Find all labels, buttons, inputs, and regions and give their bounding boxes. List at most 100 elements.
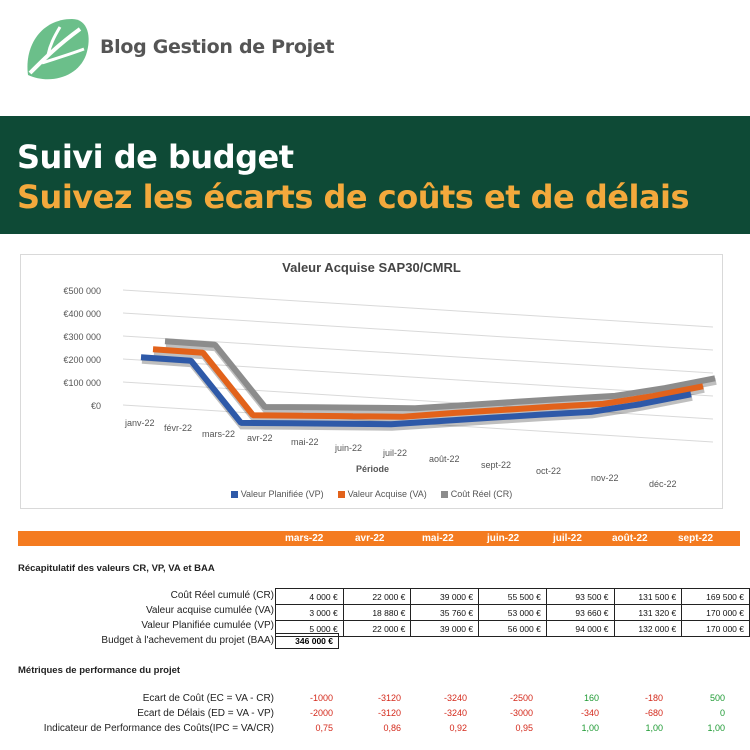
metric-label-ed: Ecart de Délais (ED = VA - VP): [137, 708, 274, 719]
earned-value-chart: Valeur Acquise SAP30/CMRL €500 000 €400 …: [20, 254, 723, 509]
metric-value[interactable]: -3240: [443, 693, 467, 703]
leaf-logo-icon: [27, 19, 89, 80]
month-header: mai-22: [422, 533, 454, 544]
page-subtitle: Suivez les écarts de coûts et de délais: [17, 178, 690, 216]
metric-label-ec: Ecart de Coût (EC = VA - CR): [142, 693, 274, 704]
metric-value[interactable]: -340: [580, 708, 599, 718]
x-tick-label: mai-22: [291, 437, 319, 447]
table-cell[interactable]: 53 000 €: [478, 604, 547, 621]
table-cell[interactable]: 132 000 €: [613, 620, 683, 637]
metric-value[interactable]: -180: [644, 693, 663, 703]
y-tick-label: €0: [90, 401, 101, 411]
chart-title: Valeur Acquise SAP30/CMRL: [282, 260, 461, 275]
metric-value[interactable]: -680: [644, 708, 663, 718]
section-title-summary: Récapitulatif des valeurs CR, VP, VA et …: [18, 563, 215, 574]
table-cell[interactable]: 131 320 €: [613, 604, 683, 621]
series-line: [140, 354, 692, 428]
row-label-vp: Valeur Planifiée cumulée (VP): [141, 620, 274, 631]
table-row: 3 000 € 18 880 € 35 760 € 53 000 € 93 66…: [275, 604, 750, 621]
gridline: [122, 381, 714, 420]
metric-value[interactable]: -3120: [377, 708, 401, 718]
metric-value[interactable]: 0,95: [515, 723, 533, 733]
gridline: [122, 358, 714, 397]
metric-value[interactable]: -2500: [509, 693, 533, 703]
x-tick-label: nov-22: [591, 473, 619, 483]
x-tick-label: oct-22: [536, 466, 562, 476]
values-table: 4 000 € 22 000 € 39 000 € 55 500 € 93 50…: [275, 588, 750, 637]
metric-value[interactable]: 1,00: [707, 723, 725, 733]
metric-value[interactable]: 0,86: [383, 723, 401, 733]
x-tick-label: août-22: [429, 454, 460, 464]
metric-label-ipc: Indicateur de Performance des Coûts(IPC …: [43, 723, 274, 734]
table-cell[interactable]: 56 000 €: [478, 620, 547, 637]
gridline: [122, 312, 714, 351]
metric-value[interactable]: 1,00: [645, 723, 663, 733]
metric-value[interactable]: 1,00: [581, 723, 599, 733]
x-axis-title: Période: [356, 464, 390, 474]
y-tick-label: €200 000: [63, 355, 101, 365]
y-tick-label: €400 000: [63, 309, 101, 319]
month-header: juil-22: [553, 533, 582, 544]
y-tick-label: €300 000: [63, 332, 101, 342]
x-tick-label: juin-22: [335, 443, 363, 453]
table-cell[interactable]: 55 500 €: [478, 588, 547, 605]
table-cell[interactable]: 4 000 €: [275, 588, 344, 605]
metric-value[interactable]: 160: [583, 693, 599, 703]
x-tick-label: juil-22: [383, 448, 408, 458]
legend-item-vp: Valeur Planifiée (VP): [230, 489, 324, 499]
chart-legend: Valeur Planifiée (VP) Valeur Acquise (VA…: [21, 489, 722, 499]
table-cell[interactable]: 170 000 €: [681, 620, 750, 637]
site-header: Blog Gestion de Projet: [0, 0, 750, 115]
x-tick-label: sept-22: [481, 460, 512, 470]
table-cell[interactable]: 93 500 €: [545, 588, 615, 605]
legend-item-va: Valeur Acquise (VA): [337, 489, 427, 499]
metric-value[interactable]: -3000: [509, 708, 533, 718]
month-header-bar: mars-22 avr-22 mai-22 juin-22 juil-22 ao…: [18, 531, 740, 546]
metric-value[interactable]: -3240: [443, 708, 467, 718]
gridline: [122, 289, 714, 328]
month-header: sept-22: [678, 533, 714, 544]
baa-label: Budget à l'achevement du projet (BAA): [101, 635, 274, 646]
page-title: Suivi de budget: [17, 138, 294, 176]
section-title-metrics: Métriques de performance du projet: [18, 665, 181, 676]
metric-value[interactable]: 0,92: [449, 723, 467, 733]
table-row: 4 000 € 22 000 € 39 000 € 55 500 € 93 50…: [275, 588, 750, 605]
table-cell[interactable]: 3 000 €: [275, 604, 344, 621]
chart-plot: [122, 289, 717, 443]
table-row: 5 000 € 22 000 € 39 000 € 56 000 € 94 00…: [275, 620, 750, 637]
metric-value[interactable]: 0,75: [315, 723, 333, 733]
y-tick-label: €500 000: [63, 286, 101, 296]
table-cell[interactable]: 18 880 €: [342, 604, 412, 621]
table-cell[interactable]: 94 000 €: [545, 620, 615, 637]
series-line: [152, 346, 704, 420]
row-label-va: Valeur acquise cumulée (VA): [145, 605, 274, 616]
table-cell[interactable]: 169 500 €: [681, 588, 750, 605]
table-cell[interactable]: 22 000 €: [342, 588, 412, 605]
baa-value-cell[interactable]: 346 000 €: [275, 633, 339, 649]
brand-name: Blog Gestion de Projet: [100, 36, 335, 58]
gridline: [122, 335, 714, 374]
month-header: mars-22: [285, 533, 324, 544]
series-line: [164, 338, 716, 412]
table-cell[interactable]: 170 000 €: [681, 604, 750, 621]
metric-value[interactable]: 0: [719, 708, 725, 718]
metric-value[interactable]: -1000: [309, 693, 333, 703]
month-header: avr-22: [355, 533, 385, 544]
x-tick-label: janv-22: [125, 418, 155, 428]
row-label-cr: Coût Réel cumulé (CR): [170, 590, 274, 601]
x-tick-label: mars-22: [202, 429, 236, 439]
x-tick-label: avr-22: [247, 433, 273, 443]
month-header: août-22: [612, 533, 648, 544]
title-banner: Suivi de budget Suivez les écarts de coû…: [0, 116, 750, 234]
table-cell[interactable]: 39 000 €: [410, 588, 480, 605]
table-cell[interactable]: 22 000 €: [342, 620, 412, 637]
table-cell[interactable]: 39 000 €: [410, 620, 480, 637]
metric-value[interactable]: -3120: [377, 693, 401, 703]
x-tick-label: déc-22: [649, 479, 677, 489]
table-cell[interactable]: 131 500 €: [613, 588, 683, 605]
month-header: juin-22: [487, 533, 520, 544]
table-cell[interactable]: 35 760 €: [410, 604, 480, 621]
table-cell[interactable]: 93 660 €: [545, 604, 615, 621]
metric-value[interactable]: 500: [709, 693, 725, 703]
metric-value[interactable]: -2000: [309, 708, 333, 718]
